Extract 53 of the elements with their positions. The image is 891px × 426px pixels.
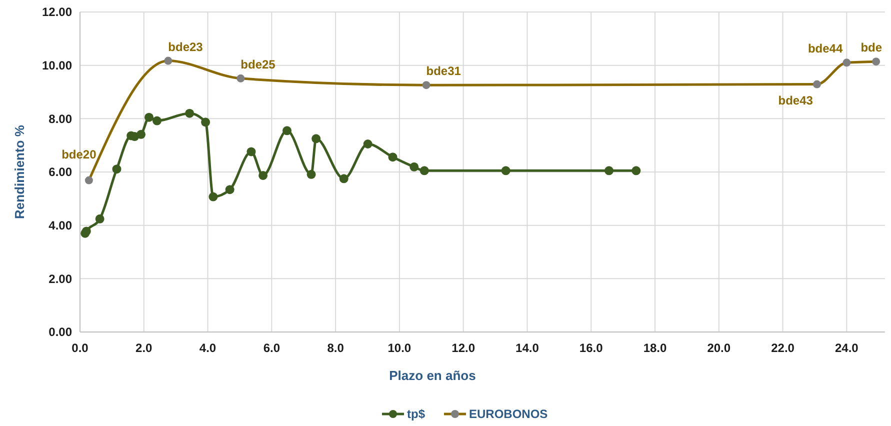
point	[501, 166, 510, 176]
annotation: bde20	[62, 147, 97, 162]
annotation: bde	[860, 40, 882, 55]
x-axis-title: Plazo en años	[389, 368, 476, 383]
x-tick-label: 22.0	[771, 341, 795, 355]
x-tick-label: 20.0	[707, 341, 731, 355]
legend-label: tp$	[407, 407, 426, 422]
point	[208, 192, 218, 202]
point	[112, 164, 122, 174]
y-tick-label: 2.00	[48, 272, 72, 286]
x-tick-label: 6.0	[263, 341, 280, 355]
point	[388, 152, 398, 162]
annotation: bde23	[168, 40, 204, 54]
point	[363, 140, 372, 148]
annotation: bde31	[426, 64, 462, 78]
x-tick-label: 8.0	[327, 341, 344, 355]
x-tick-label: 12.0	[452, 341, 476, 355]
point	[258, 170, 268, 180]
x-tick-label: 18.0	[643, 341, 667, 355]
x-tick-label: 2.0	[136, 341, 153, 355]
point	[95, 214, 104, 224]
annotation: bde43	[778, 93, 814, 108]
point	[339, 174, 348, 184]
point	[201, 118, 210, 127]
y-tick-label: 10.00	[42, 58, 72, 73]
y-tick-label: 0.00	[48, 325, 72, 340]
point	[410, 162, 419, 172]
x-tick-label: 0.0	[72, 341, 89, 355]
point	[144, 112, 154, 122]
point	[246, 147, 256, 156]
point	[225, 185, 234, 194]
x-tick-label: 14.0	[516, 341, 540, 355]
point	[185, 108, 194, 118]
point	[152, 116, 162, 126]
legend-label: EUROBONOS	[469, 407, 548, 422]
point	[136, 130, 146, 139]
point	[632, 166, 641, 176]
point	[312, 134, 321, 144]
point	[306, 170, 316, 179]
y-axis-title: Rendimiento %	[12, 124, 27, 219]
point	[604, 166, 614, 176]
y-tick-label: 4.00	[48, 218, 72, 233]
x-tick-label: 24.0	[834, 341, 859, 355]
x-tick-label: 16.0	[579, 341, 604, 355]
point	[282, 126, 292, 136]
y-tick-label: 12.00	[42, 5, 72, 20]
x-tick-label: 10.0	[388, 341, 412, 355]
y-tick-label: 6.00	[48, 165, 72, 180]
y-tick-label: 8.00	[48, 112, 72, 126]
annotation: bde25	[240, 57, 276, 72]
point	[420, 166, 429, 176]
x-tick-label: 4.0	[199, 341, 216, 355]
annotation: bde44	[808, 42, 843, 56]
